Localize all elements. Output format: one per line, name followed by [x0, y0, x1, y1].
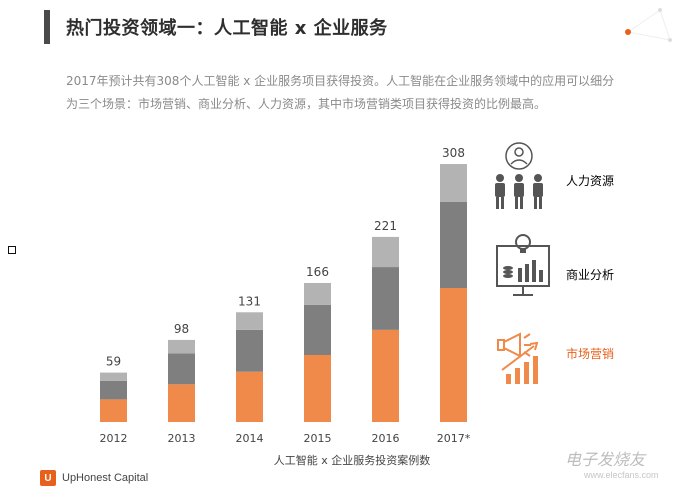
intro-paragraph: 2017年预计共有308个人工智能 x 企业服务项目获得投资。人工智能在企业服务… [66, 74, 615, 111]
x-tick-labels-group: 2012 2013 2014 2015 2016 2017* [100, 432, 471, 445]
total-label-2016: 221 [374, 219, 397, 233]
network-decoration [625, 8, 672, 42]
total-label-2013: 98 [174, 322, 189, 336]
watermark: 电子发烧友 [565, 450, 646, 469]
x-tick-2017*: 2017* [437, 432, 471, 445]
page-title: 热门投资领域一：人工智能 x 企业服务 [66, 18, 388, 39]
total-label-2014: 131 [238, 294, 261, 308]
bar-2016-series-0 [372, 329, 399, 422]
bar-2012-series-2 [100, 372, 127, 381]
bar-2012-series-0 [100, 399, 127, 422]
marketing-icon [497, 332, 539, 384]
bar-2016-series-1 [372, 267, 399, 330]
x-tick-2014: 2014 [236, 432, 264, 445]
watermark-url: www.elecfans.com [584, 470, 659, 480]
brand-logo: U UpHonest Capital [40, 470, 148, 486]
total-label-2012: 59 [106, 355, 121, 369]
bar-2013-series-2 [168, 339, 195, 354]
bar-2017*-series-2 [440, 164, 467, 202]
bar-2017*-series-1 [440, 201, 467, 288]
bar-2013-series-0 [168, 384, 195, 422]
total-label-2015: 166 [306, 265, 329, 279]
category-label-marketing: 市场营销 [566, 347, 615, 361]
bar-2012-series-1 [100, 380, 127, 400]
title-accent-bar [44, 10, 50, 44]
x-tick-2015: 2015 [304, 432, 332, 445]
selection-marker [8, 246, 16, 254]
x-axis-label: 人工智能 x 企业服务投资案例数 [274, 453, 431, 467]
people-icon [495, 142, 543, 209]
x-tick-2013: 2013 [168, 432, 196, 445]
total-labels-group: 59 98 131 166 221 308 [106, 146, 465, 369]
x-tick-2016: 2016 [372, 432, 400, 445]
bar-2015-series-2 [304, 282, 331, 305]
bar-2016-series-2 [372, 236, 399, 268]
logo-mark-icon: U [40, 470, 56, 486]
total-label-2017*: 308 [442, 146, 465, 160]
bar-2014-series-0 [236, 371, 263, 422]
analytics-icon [496, 234, 550, 296]
bar-2015-series-1 [304, 304, 331, 355]
category-label-hr: 人力资源 [566, 174, 615, 188]
x-tick-2012: 2012 [100, 432, 128, 445]
bar-2014-series-2 [236, 312, 263, 330]
bar-2014-series-1 [236, 329, 263, 372]
bars-group [100, 164, 467, 422]
bar-2013-series-1 [168, 353, 195, 385]
category-label-analytics: 商业分析 [566, 268, 615, 282]
logo-text: UpHonest Capital [62, 472, 149, 484]
bar-2017*-series-0 [440, 288, 467, 422]
bar-2015-series-0 [304, 355, 331, 422]
